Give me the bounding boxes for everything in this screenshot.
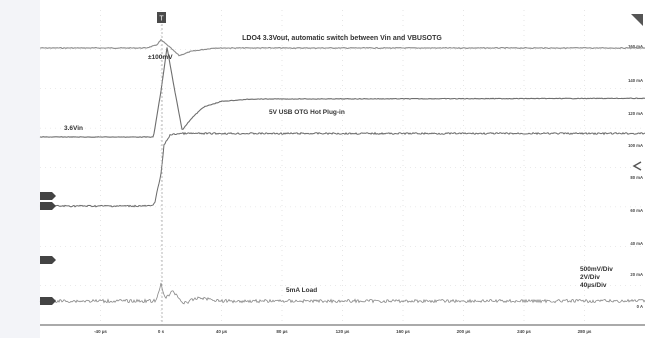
scale-label-2: 2V/Div [580, 274, 600, 281]
trace-1 [40, 38, 645, 57]
right-axis: 160 mA 140 mA 120 mA 100 mA 80 mA 60 mA 40 mA 2… [628, 44, 643, 309]
traces [39, 38, 645, 305]
x-tick-label: 40 µs [216, 329, 228, 334]
annotation-vin: 3.6Vin [64, 125, 83, 132]
corner-icon [631, 14, 643, 26]
grid [40, 10, 645, 325]
annotation-load: 5mA Load [286, 287, 317, 294]
scale-label-3: 40µs/Div [580, 282, 607, 289]
annotation-ripple: ±100mV [148, 54, 173, 61]
chart-title: LDO4 3.3Vout, automatic switch between V… [242, 35, 442, 42]
plot-area-bg [40, 0, 645, 338]
offscreen-arrow-icon [632, 161, 642, 171]
ch2-marker [40, 202, 56, 210]
trace-4 [39, 282, 645, 305]
x-tick-label: -40 µs [94, 329, 107, 334]
x-tick-label: 120 µs [336, 329, 350, 334]
right-tick-label: 120 mA [628, 111, 643, 116]
x-tick-label: 160 µs [396, 329, 410, 334]
x-tick-label: 80 µs [276, 329, 288, 334]
right-tick-label: 100 mA [628, 143, 643, 148]
right-tick-label: 140 mA [628, 78, 643, 83]
right-tick-label: 40 mA [630, 241, 643, 246]
right-tick-label: 80 mA [630, 175, 643, 180]
right-tick-label: 0 A [637, 304, 643, 309]
right-tick-label: 160 mA [628, 44, 643, 49]
ch1-marker [40, 192, 56, 200]
left-margin-panel [0, 0, 40, 338]
scale-label-1: 500mV/Div [580, 266, 613, 273]
annotation-hot-plug: 5V USB OTG Hot Plug-in [269, 109, 345, 116]
ch3-marker [40, 256, 56, 264]
trace-3 [39, 131, 645, 208]
right-tick-label: 20 mA [630, 272, 643, 277]
right-tick-label: 60 mA [630, 208, 643, 213]
x-tick-label: 0 s [158, 329, 165, 334]
x-tick-label: 240 µs [517, 329, 531, 334]
x-tick-label: 280 µs [578, 329, 592, 334]
trigger-marker: T [157, 12, 166, 23]
trace-2 [39, 47, 645, 138]
time-axis: -40 µs 0 s 40 µs 80 µs 120 µs 160 µs 200 µs 240… [94, 329, 592, 334]
svg-text:T: T [159, 16, 164, 23]
ch4-marker [40, 297, 56, 305]
x-tick-label: 200 µs [457, 329, 471, 334]
